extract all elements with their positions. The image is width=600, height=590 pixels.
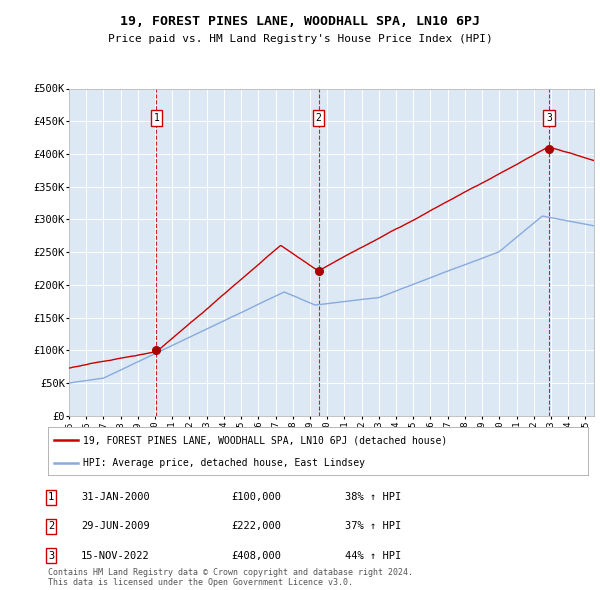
Text: 3: 3 xyxy=(546,113,552,123)
Text: Contains HM Land Registry data © Crown copyright and database right 2024.
This d: Contains HM Land Registry data © Crown c… xyxy=(48,568,413,587)
Text: HPI: Average price, detached house, East Lindsey: HPI: Average price, detached house, East… xyxy=(83,458,365,468)
Text: 1: 1 xyxy=(154,113,160,123)
Text: 44% ↑ HPI: 44% ↑ HPI xyxy=(345,551,401,560)
Text: 19, FOREST PINES LANE, WOODHALL SPA, LN10 6PJ (detached house): 19, FOREST PINES LANE, WOODHALL SPA, LN1… xyxy=(83,435,448,445)
Text: 31-JAN-2000: 31-JAN-2000 xyxy=(81,493,150,502)
Text: 15-NOV-2022: 15-NOV-2022 xyxy=(81,551,150,560)
Text: 1: 1 xyxy=(48,493,54,502)
Text: 3: 3 xyxy=(48,551,54,560)
Text: 2: 2 xyxy=(48,522,54,531)
Text: 19, FOREST PINES LANE, WOODHALL SPA, LN10 6PJ: 19, FOREST PINES LANE, WOODHALL SPA, LN1… xyxy=(120,15,480,28)
Text: 38% ↑ HPI: 38% ↑ HPI xyxy=(345,493,401,502)
Text: £222,000: £222,000 xyxy=(231,522,281,531)
Text: 2: 2 xyxy=(316,113,322,123)
Text: Price paid vs. HM Land Registry's House Price Index (HPI): Price paid vs. HM Land Registry's House … xyxy=(107,34,493,44)
Text: £100,000: £100,000 xyxy=(231,493,281,502)
Text: £408,000: £408,000 xyxy=(231,551,281,560)
Text: 37% ↑ HPI: 37% ↑ HPI xyxy=(345,522,401,531)
Text: 29-JUN-2009: 29-JUN-2009 xyxy=(81,522,150,531)
